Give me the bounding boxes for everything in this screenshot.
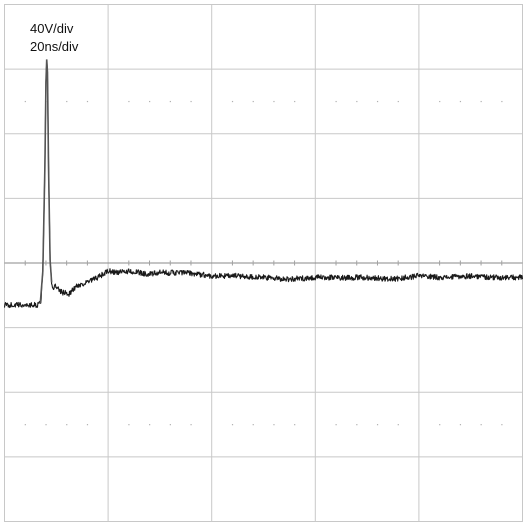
minor-tick — [459, 424, 462, 426]
minor-tick — [294, 100, 296, 103]
minor-tick — [376, 424, 379, 426]
minor-tick — [459, 100, 462, 103]
minor-tick — [480, 100, 482, 103]
minor-tick — [501, 424, 503, 426]
minor-tick — [335, 100, 337, 103]
minor-tick — [356, 100, 358, 103]
minor-tick — [149, 100, 151, 103]
minor-tick — [149, 424, 151, 426]
minor-tick — [66, 100, 68, 103]
minor-tick — [169, 424, 171, 426]
minor-tick — [231, 424, 234, 426]
minor-tick — [24, 424, 26, 426]
minor-tick — [66, 424, 68, 426]
minor-tick — [169, 100, 171, 103]
vertical-scale-label: 40V/div — [30, 21, 74, 36]
horizontal-scale-label: 20ns/div — [30, 39, 79, 54]
minor-tick — [294, 424, 296, 426]
minor-tick — [480, 424, 482, 426]
minor-tick — [86, 100, 89, 103]
graticule-minor-ticks — [24, 100, 503, 426]
waveform-trace — [3, 61, 524, 309]
minor-tick — [439, 100, 441, 103]
minor-tick — [501, 100, 503, 103]
minor-tick — [128, 100, 130, 103]
minor-tick — [397, 100, 399, 103]
waveform-spike — [39, 59, 53, 304]
minor-tick — [252, 424, 254, 426]
minor-tick — [231, 100, 234, 103]
minor-tick — [439, 424, 441, 426]
minor-tick — [128, 424, 130, 426]
minor-tick — [252, 100, 254, 103]
minor-tick — [376, 100, 379, 103]
minor-tick — [356, 424, 358, 426]
minor-tick — [273, 100, 275, 103]
minor-tick — [45, 424, 47, 426]
graticule — [4, 4, 523, 522]
minor-tick — [397, 424, 399, 426]
minor-tick — [190, 100, 192, 103]
minor-tick — [273, 424, 275, 426]
minor-tick — [24, 100, 26, 103]
waveform-layer — [3, 59, 524, 309]
minor-tick — [335, 424, 337, 426]
minor-tick — [86, 424, 89, 426]
minor-tick — [190, 424, 192, 426]
